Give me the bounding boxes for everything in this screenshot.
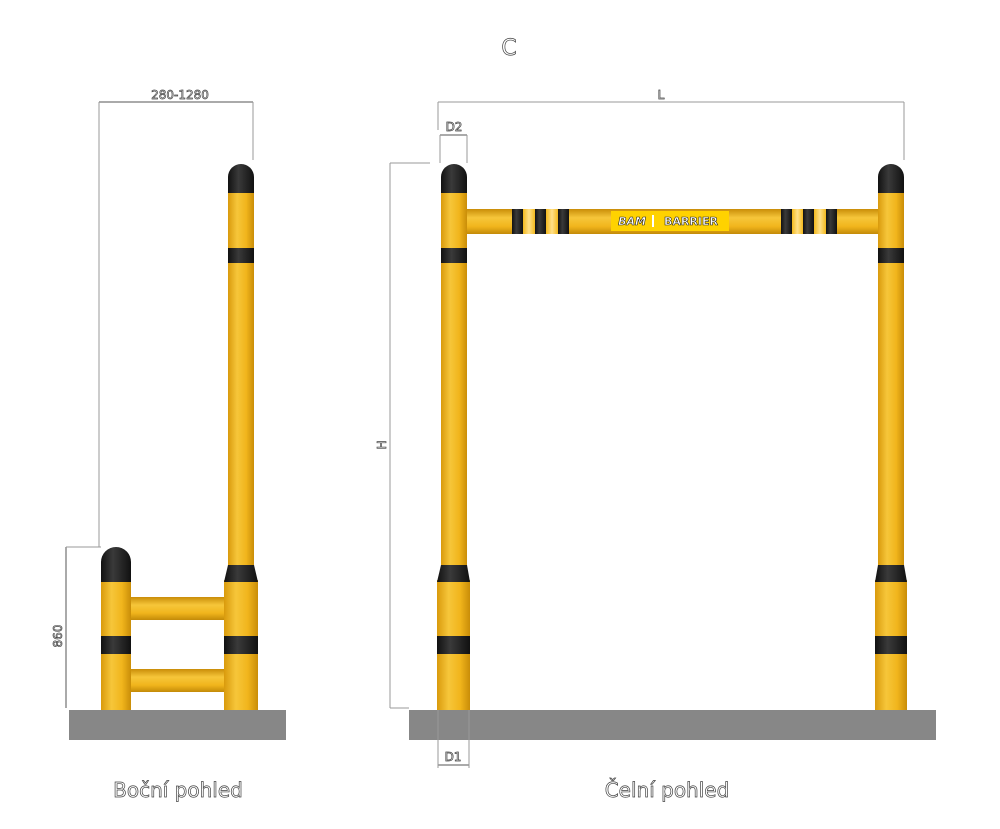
side-rail-lower [131, 669, 227, 692]
black-band [101, 636, 131, 654]
logo-product: BARRIER [664, 215, 718, 228]
bottom-diameter-dimension: D1 [437, 710, 470, 768]
height-dimension: H [375, 162, 430, 709]
top-rail: BAM BARRIER [466, 209, 879, 234]
black-band [878, 248, 904, 263]
collar [875, 565, 907, 582]
top-diameter-dimension: D2 [439, 120, 468, 163]
logo-brand: BAM [618, 215, 646, 228]
black-band [441, 248, 467, 263]
length-dimension: L [437, 88, 905, 160]
dimension-label: D2 [446, 120, 463, 134]
post-cap [101, 547, 131, 582]
black-band [875, 636, 907, 654]
dimension-label: 860 [51, 625, 65, 648]
side-view: 280-1280 860 Boční pohled [51, 88, 286, 802]
ground-front [409, 710, 936, 740]
side-tall-post [224, 164, 258, 710]
post-cap [441, 164, 467, 193]
collar [224, 565, 258, 582]
side-height-dimension: 860 [51, 546, 101, 708]
front-left-post [437, 164, 470, 710]
ground-side [69, 710, 286, 740]
front-view-label: Čelní pohled [605, 778, 730, 802]
post-cap [228, 164, 254, 193]
drawing-title: C [501, 36, 516, 61]
dimension-label: L [658, 88, 665, 102]
dimension-label: 280-1280 [151, 88, 209, 102]
dimension-label: D1 [445, 750, 462, 764]
side-width-dimension: 280-1280 [98, 88, 254, 547]
front-view: BAM BARRIER L [375, 88, 936, 802]
collar [437, 565, 470, 582]
side-rail-upper [131, 597, 227, 620]
black-band [437, 636, 470, 654]
front-right-post [875, 164, 907, 710]
black-band [228, 248, 254, 263]
dimension-label: H [375, 440, 389, 449]
post-cap [878, 164, 904, 193]
black-band [224, 636, 258, 654]
side-view-label: Boční pohled [113, 778, 243, 802]
bam-barrier-logo: BAM BARRIER [611, 211, 729, 231]
side-short-post [101, 547, 131, 710]
